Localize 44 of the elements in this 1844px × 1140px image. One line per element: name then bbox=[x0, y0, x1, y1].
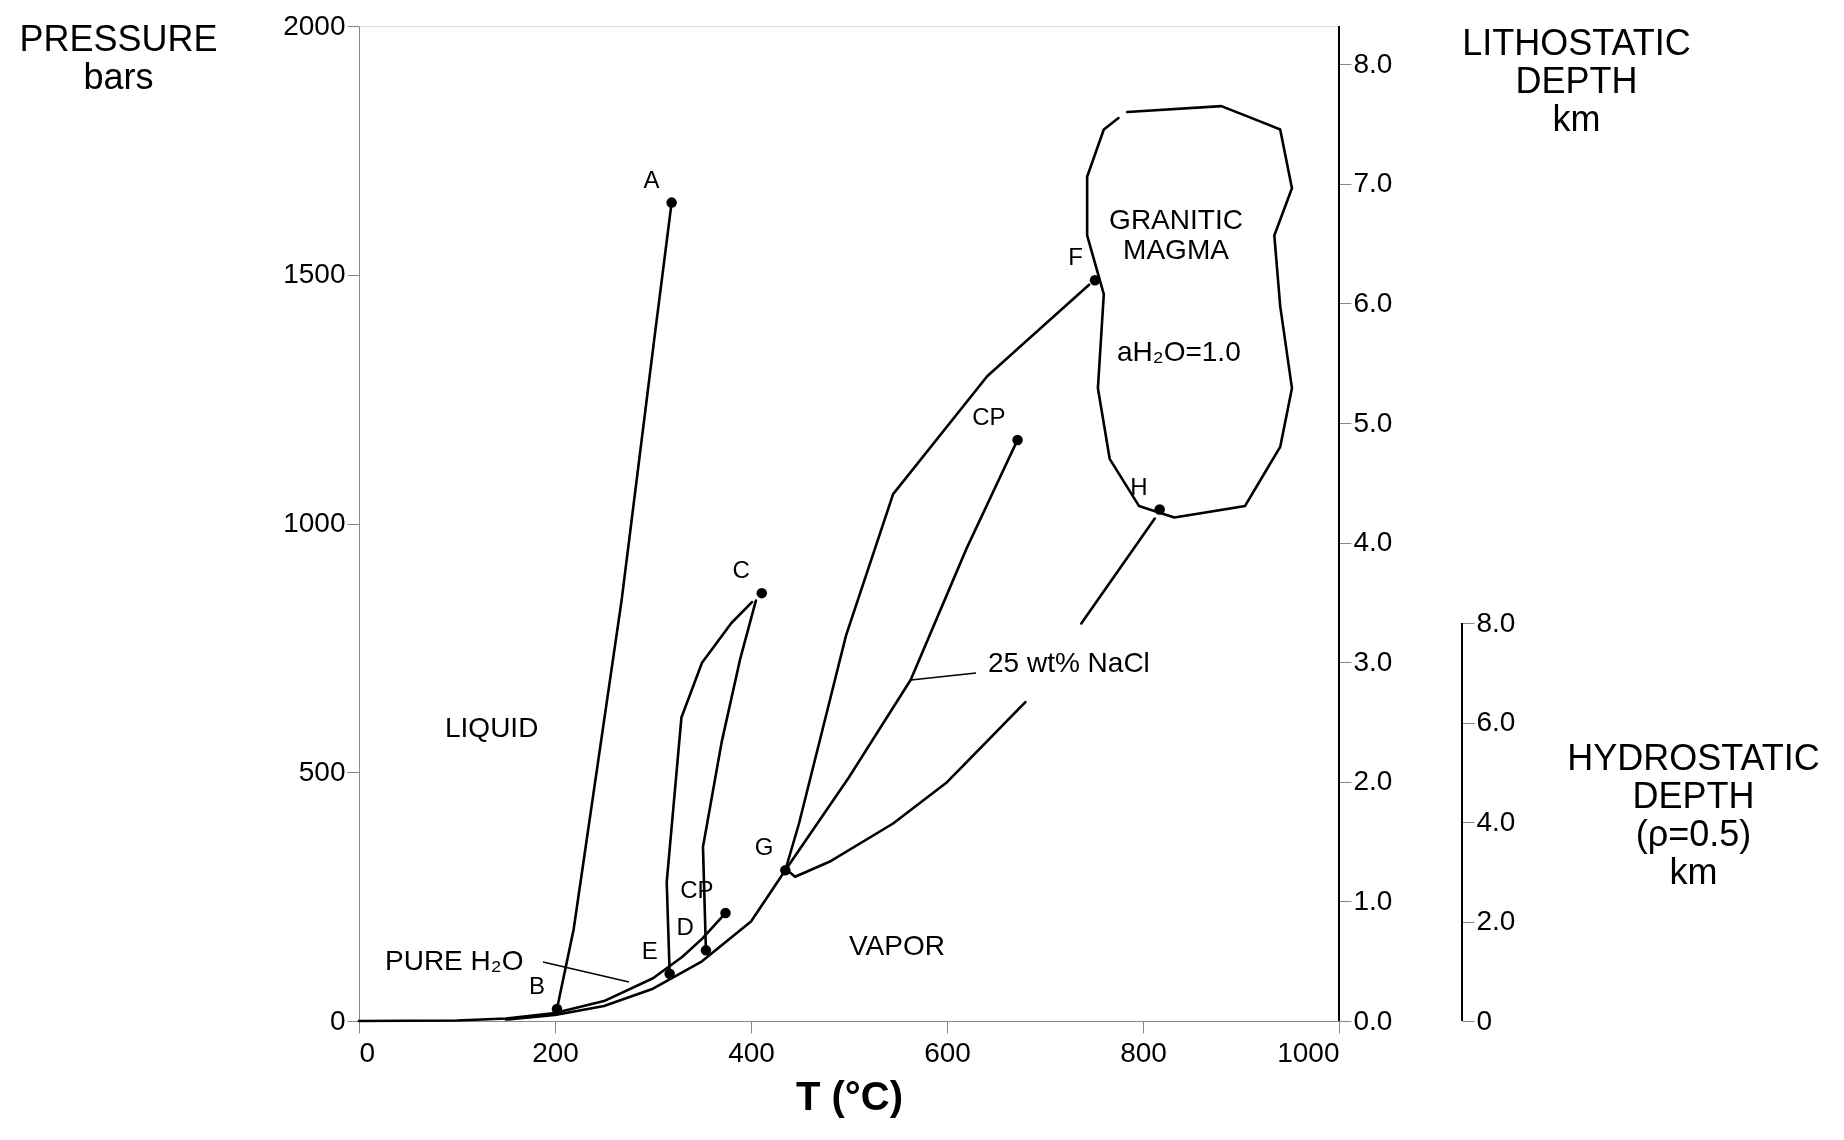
y3-tick-label: 0 bbox=[1476, 1004, 1493, 1036]
y3-tick-label: 6.0 bbox=[1476, 706, 1516, 737]
y2-tick-label: 4.0 bbox=[1353, 526, 1393, 558]
data-label: E bbox=[641, 936, 658, 964]
y3-tick-label: 4.0 bbox=[1476, 805, 1516, 837]
x-tick-label: 600 bbox=[924, 1036, 971, 1068]
annotation: PURE H₂O bbox=[385, 945, 524, 976]
y3-axis-title: HYDROSTATIC DEPTH (ρ=0.5) km bbox=[1567, 736, 1820, 892]
y-axis-title: PRESSURE bars bbox=[19, 17, 218, 97]
y2-tick-label: 7.0 bbox=[1353, 167, 1393, 199]
y-tick-label: 0 bbox=[329, 1004, 346, 1036]
y2-tick-label: 6.0 bbox=[1353, 286, 1393, 318]
y-tick-label: 1500 bbox=[283, 258, 346, 290]
data-label: C bbox=[732, 556, 750, 584]
y2-tick-label: 8.0 bbox=[1353, 47, 1393, 79]
y-tick-label: 1000 bbox=[283, 507, 346, 538]
data-label: D bbox=[676, 913, 694, 941]
x-axis-title: T (°C) bbox=[795, 1073, 904, 1118]
y2-tick-label: 3.0 bbox=[1353, 645, 1393, 677]
y2-tick-label: 0.0 bbox=[1353, 1004, 1393, 1036]
annotation: LIQUID bbox=[445, 712, 539, 743]
y2-tick-label: 2.0 bbox=[1353, 765, 1393, 797]
data-label: H bbox=[1130, 472, 1148, 500]
annotation: GRANITIC MAGMA bbox=[1109, 204, 1243, 265]
x-tick-label: 400 bbox=[728, 1036, 775, 1068]
y3-tick-label: 8.0 bbox=[1476, 606, 1516, 638]
data-label: G bbox=[754, 833, 774, 861]
y-tick-label: 500 bbox=[298, 755, 346, 787]
x-tick-label: 0 bbox=[359, 1036, 376, 1068]
x-tick-label: 800 bbox=[1120, 1036, 1167, 1068]
data-label: CP bbox=[972, 402, 1006, 430]
y-tick-label: 2000 bbox=[283, 9, 346, 41]
x-tick-label: 1000 bbox=[1277, 1036, 1340, 1068]
data-label: F bbox=[1068, 243, 1083, 271]
annotation: 25 wt% NaCl bbox=[988, 647, 1150, 678]
y2-tick-label: 5.0 bbox=[1353, 406, 1393, 438]
data-label: B bbox=[528, 972, 545, 1000]
annotation: VAPOR bbox=[849, 930, 945, 961]
y2-tick-label: 1.0 bbox=[1353, 884, 1393, 916]
y3-tick-label: 2.0 bbox=[1476, 905, 1516, 936]
x-tick-label: 200 bbox=[532, 1036, 579, 1068]
y2-axis-title: LITHOSTATIC DEPTH km bbox=[1462, 21, 1691, 139]
data-label: A bbox=[643, 165, 660, 193]
annotation: aH₂O=1.0 bbox=[1117, 336, 1241, 367]
